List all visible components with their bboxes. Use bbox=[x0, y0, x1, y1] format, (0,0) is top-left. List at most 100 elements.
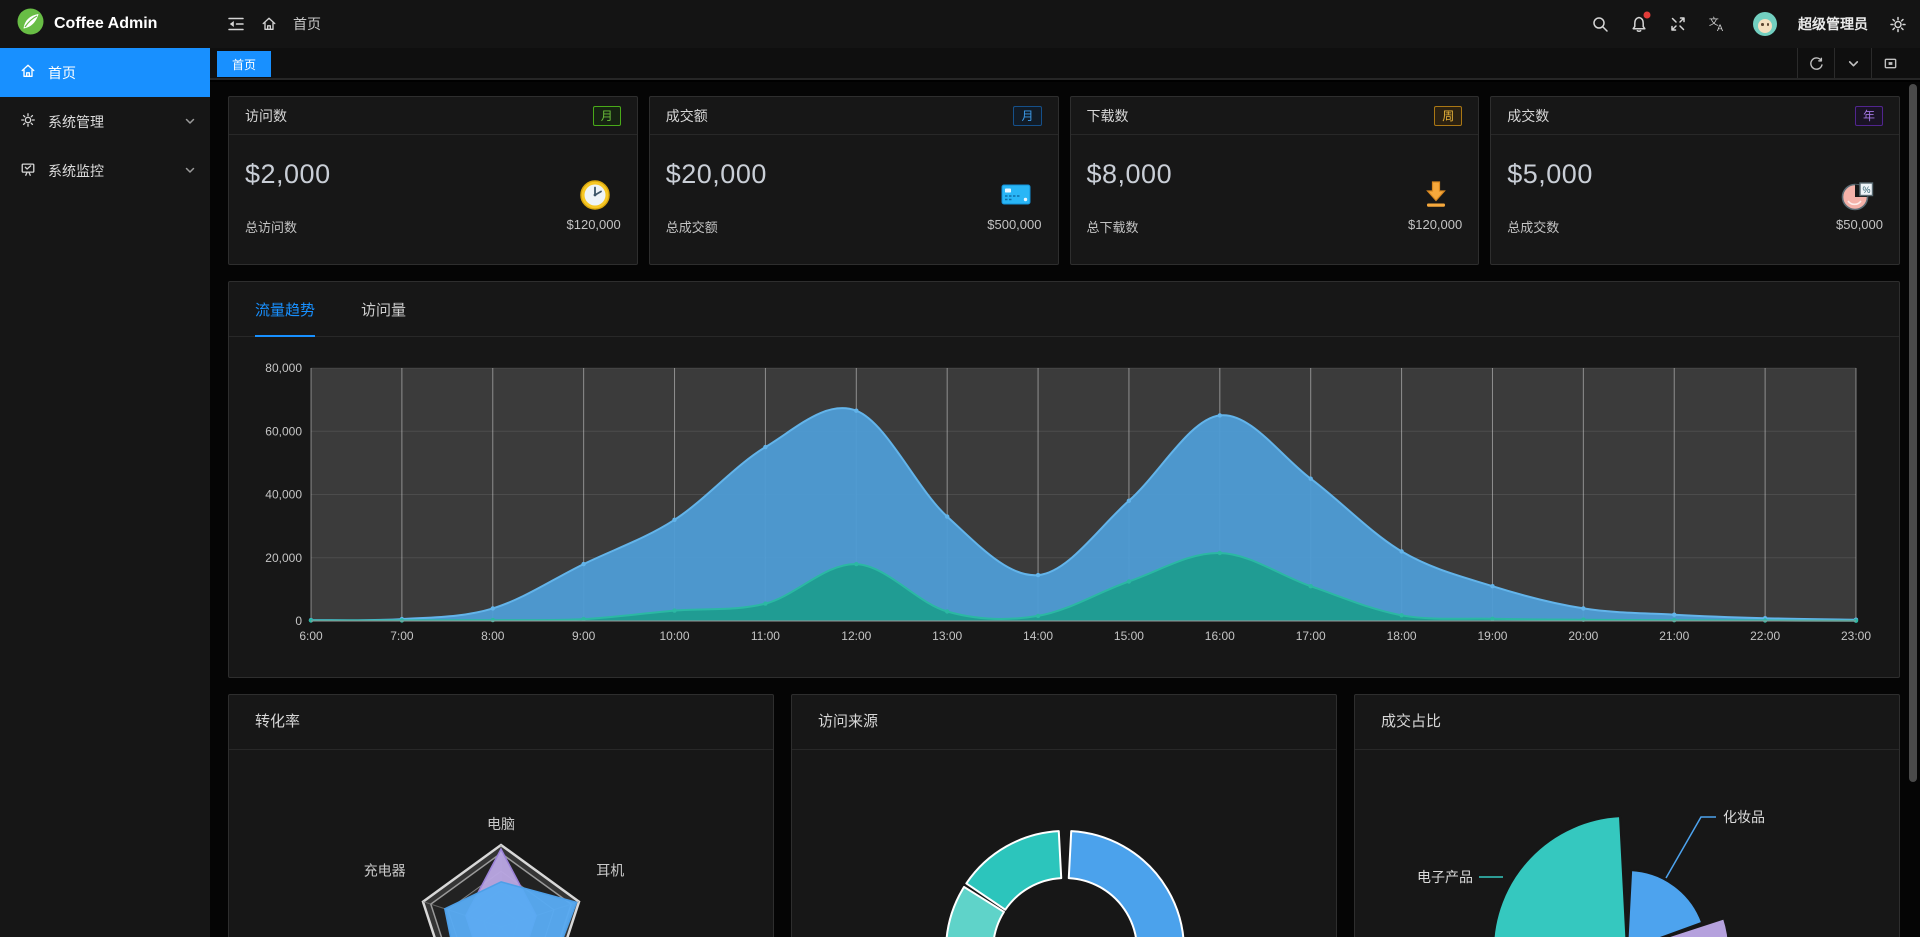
stat-footer-label: 总成交数 bbox=[1507, 220, 1560, 235]
period-badge[interactable]: 周 bbox=[1434, 105, 1463, 126]
brand-logo-row[interactable]: Coffee Admin bbox=[0, 0, 210, 48]
trend-tabs: 流量趋势 访问量 bbox=[229, 282, 1899, 337]
card-title: 访问来源 bbox=[792, 695, 1336, 750]
svg-text:20,000: 20,000 bbox=[265, 551, 302, 565]
main-content: 访问数 月 $2,000 总访问数 $120,000 bbox=[210, 82, 1920, 937]
svg-text:6:00: 6:00 bbox=[299, 629, 323, 643]
chevron-down-icon[interactable] bbox=[1834, 48, 1871, 78]
svg-text:电脑: 电脑 bbox=[487, 816, 515, 832]
refresh-icon[interactable] bbox=[1797, 48, 1834, 78]
svg-text:耳机: 耳机 bbox=[596, 862, 624, 878]
stat-footer-value: $50,000 bbox=[1836, 217, 1883, 232]
svg-text:40,000: 40,000 bbox=[265, 488, 302, 502]
stat-card-downloads: 下载数 周 $8,000 总下载数 $120,000 bbox=[1069, 96, 1480, 265]
period-badge[interactable]: 年 bbox=[1854, 105, 1883, 126]
y-axis-labels: 0 20,000 40,000 60,000 80,000 bbox=[265, 361, 302, 628]
sidebar: Coffee Admin 首页 系统管理 bbox=[0, 0, 210, 937]
stat-footer-label: 总成交额 bbox=[665, 220, 718, 235]
stat-value: $20,000 bbox=[665, 159, 767, 189]
pie-chart-icon: % bbox=[1837, 175, 1877, 220]
svg-text:23:00: 23:00 bbox=[1841, 629, 1871, 643]
vertical-scrollbar[interactable] bbox=[1909, 84, 1917, 782]
stat-footer-value: $120,000 bbox=[1408, 217, 1463, 232]
user-name[interactable]: 超级管理员 bbox=[1798, 16, 1868, 32]
series-2 bbox=[308, 550, 1859, 623]
gear-icon[interactable] bbox=[1889, 15, 1907, 33]
period-badge[interactable]: 月 bbox=[592, 105, 621, 126]
trend-card: 流量趋势 访问量 6:00 7:00 8:00 9:00 10:00 11:00 12:00… bbox=[228, 281, 1900, 678]
svg-text:9:00: 9:00 bbox=[572, 629, 596, 643]
svg-text:13:00: 13:00 bbox=[932, 629, 962, 643]
tab-visit-volume[interactable]: 访问量 bbox=[361, 301, 407, 319]
sidebar-item-label: 系统监控 bbox=[48, 162, 104, 179]
clock-icon bbox=[575, 175, 615, 220]
translate-icon[interactable]: 文 A bbox=[1708, 15, 1726, 33]
svg-text:18:00: 18:00 bbox=[1387, 629, 1417, 643]
brand-name: Coffee Admin bbox=[54, 15, 158, 32]
pie-slice-2 bbox=[1626, 869, 1704, 937]
chevron-down-icon bbox=[184, 163, 196, 179]
stat-card-deal-amount: 成交额 月 $20,000 总成交额 $500,000 bbox=[648, 96, 1059, 265]
stat-card-deal-count: 成交数 年 $5,000 % 总成交数 $50,000 bbox=[1490, 96, 1900, 265]
svg-text:10:00: 10:00 bbox=[660, 629, 690, 643]
svg-text:12:00: 12:00 bbox=[841, 629, 871, 643]
svg-text:A: A bbox=[1717, 23, 1723, 33]
leader-line bbox=[1665, 816, 1716, 879]
pie-slice-1 bbox=[1492, 815, 1628, 937]
conversion-rate-card: 转化率 电脑 耳机 充电器 bbox=[228, 694, 774, 937]
search-icon[interactable] bbox=[1591, 15, 1609, 33]
svg-text:17:00: 17:00 bbox=[1296, 629, 1326, 643]
tab-actions bbox=[1797, 48, 1908, 78]
svg-text:22:00: 22:00 bbox=[1750, 629, 1780, 643]
home-icon[interactable] bbox=[260, 15, 278, 33]
spring-leaf-logo-icon bbox=[17, 8, 44, 40]
donut-segment-5 bbox=[965, 830, 1063, 911]
svg-text:60,000: 60,000 bbox=[265, 424, 302, 438]
traffic-trend-chart: 6:00 7:00 8:00 9:00 10:00 11:00 12:00 13:00 14:0… bbox=[265, 361, 1871, 643]
tab-traffic-trend[interactable]: 流量趋势 bbox=[255, 282, 316, 337]
bottom-cards-row: 转化率 电脑 耳机 充电器 访问来源 成交占比 化妆品 电子产品 bbox=[228, 694, 1900, 937]
monitor-icon bbox=[20, 161, 36, 180]
avatar[interactable] bbox=[1753, 12, 1777, 36]
stat-card-title: 访问数 bbox=[245, 107, 287, 124]
fullscreen-icon[interactable] bbox=[1669, 15, 1687, 33]
svg-text:电子产品: 电子产品 bbox=[1417, 869, 1473, 885]
sidebar-item-home[interactable]: 首页 bbox=[0, 48, 210, 97]
credit-card-icon bbox=[996, 175, 1036, 220]
svg-text:14:00: 14:00 bbox=[1023, 629, 1053, 643]
stat-card-visits: 访问数 月 $2,000 总访问数 $120,000 bbox=[228, 96, 638, 265]
stat-footer-value: $120,000 bbox=[566, 217, 621, 232]
svg-text:11:00: 11:00 bbox=[751, 629, 780, 643]
series-1 bbox=[308, 407, 1859, 623]
header-actions: 文 A 超级管理员 bbox=[1591, 11, 1920, 36]
svg-text:8:00: 8:00 bbox=[481, 629, 505, 643]
breadcrumb-home[interactable]: 首页 bbox=[293, 16, 321, 32]
card-title: 成交占比 bbox=[1355, 695, 1899, 750]
sidebar-item-system-monitor[interactable]: 系统监控 bbox=[0, 146, 210, 195]
chevron-down-icon bbox=[184, 114, 196, 130]
stat-footer-label: 总下载数 bbox=[1086, 220, 1139, 235]
stat-value: $5,000 bbox=[1507, 159, 1593, 189]
bell-icon[interactable] bbox=[1630, 11, 1651, 33]
horizontal-gridlines bbox=[311, 367, 1856, 559]
svg-text:充电器: 充电器 bbox=[364, 862, 406, 878]
sidebar-item-system-manage[interactable]: 系统管理 bbox=[0, 97, 210, 146]
period-badge[interactable]: 月 bbox=[1013, 105, 1042, 126]
sidebar-item-label: 系统管理 bbox=[48, 113, 104, 130]
svg-text:化妆品: 化妆品 bbox=[1723, 809, 1765, 825]
svg-text:80,000: 80,000 bbox=[265, 361, 302, 375]
page-tabbar: 首页 bbox=[210, 48, 1920, 80]
x-axis-labels: 6:00 7:00 8:00 9:00 10:00 11:00 12:00 13:00 14:0… bbox=[299, 629, 1871, 643]
visit-source-donut-chart bbox=[945, 830, 1185, 937]
deal-share-card: 成交占比 化妆品电子产品 bbox=[1354, 694, 1900, 937]
maximize-icon[interactable] bbox=[1871, 48, 1908, 78]
tab-home[interactable]: 首页 bbox=[217, 51, 272, 77]
menu-fold-icon[interactable] bbox=[227, 15, 245, 33]
donut-segment-1 bbox=[1067, 830, 1185, 937]
pie-slice-3 bbox=[1663, 917, 1730, 937]
svg-text:21:00: 21:00 bbox=[1659, 629, 1689, 643]
stat-card-title: 成交额 bbox=[665, 107, 708, 124]
home-icon bbox=[20, 63, 36, 82]
